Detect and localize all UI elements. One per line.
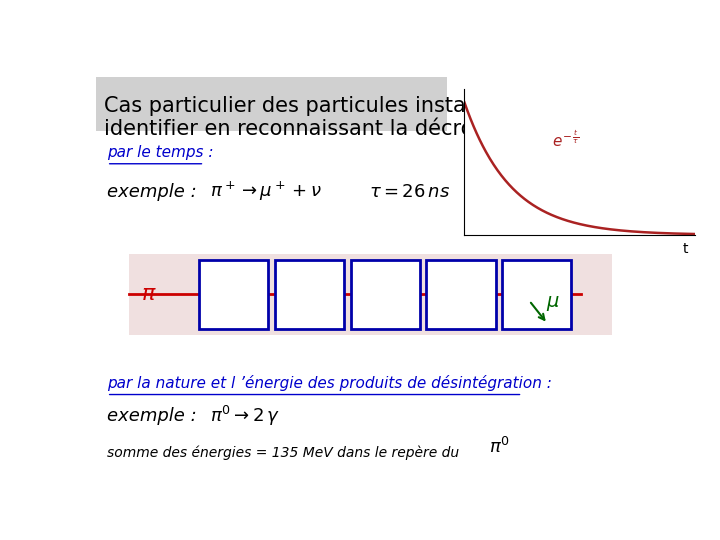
Text: $\pi^0$: $\pi^0$ bbox=[489, 436, 510, 456]
Text: Cas particulier des particules instables :
identifier en reconnaissant la décroi: Cas particulier des particules instables… bbox=[104, 96, 552, 139]
FancyBboxPatch shape bbox=[129, 254, 612, 335]
Text: par le temps :: par le temps : bbox=[107, 145, 213, 160]
Text: $\tau = 26\,ns$: $\tau = 26\,ns$ bbox=[369, 183, 450, 201]
Text: somme des énergies = 135 MeV dans le repère du: somme des énergies = 135 MeV dans le rep… bbox=[107, 445, 459, 460]
Text: exemple :: exemple : bbox=[107, 407, 197, 425]
Text: par la nature et l ’énergie des produits de désintégration :: par la nature et l ’énergie des produits… bbox=[107, 375, 552, 391]
Bar bbox=[426, 260, 495, 329]
Text: $\pi^+ \rightarrow \mu^+ + \nu$: $\pi^+ \rightarrow \mu^+ + \nu$ bbox=[210, 180, 322, 203]
Text: exemple :: exemple : bbox=[107, 183, 197, 201]
Bar bbox=[351, 260, 420, 329]
Text: $\mu$: $\mu$ bbox=[546, 294, 560, 313]
Bar bbox=[503, 260, 572, 329]
Text: t: t bbox=[683, 242, 688, 256]
FancyBboxPatch shape bbox=[96, 77, 447, 131]
Text: $\pi$: $\pi$ bbox=[140, 285, 156, 305]
Text: $e^{-\,\frac{t}{\tau}}$: $e^{-\,\frac{t}{\tau}}$ bbox=[552, 129, 580, 150]
Bar bbox=[275, 260, 343, 329]
Bar bbox=[199, 260, 268, 329]
Text: $\pi^0 \rightarrow 2\,\gamma$: $\pi^0 \rightarrow 2\,\gamma$ bbox=[210, 404, 280, 428]
